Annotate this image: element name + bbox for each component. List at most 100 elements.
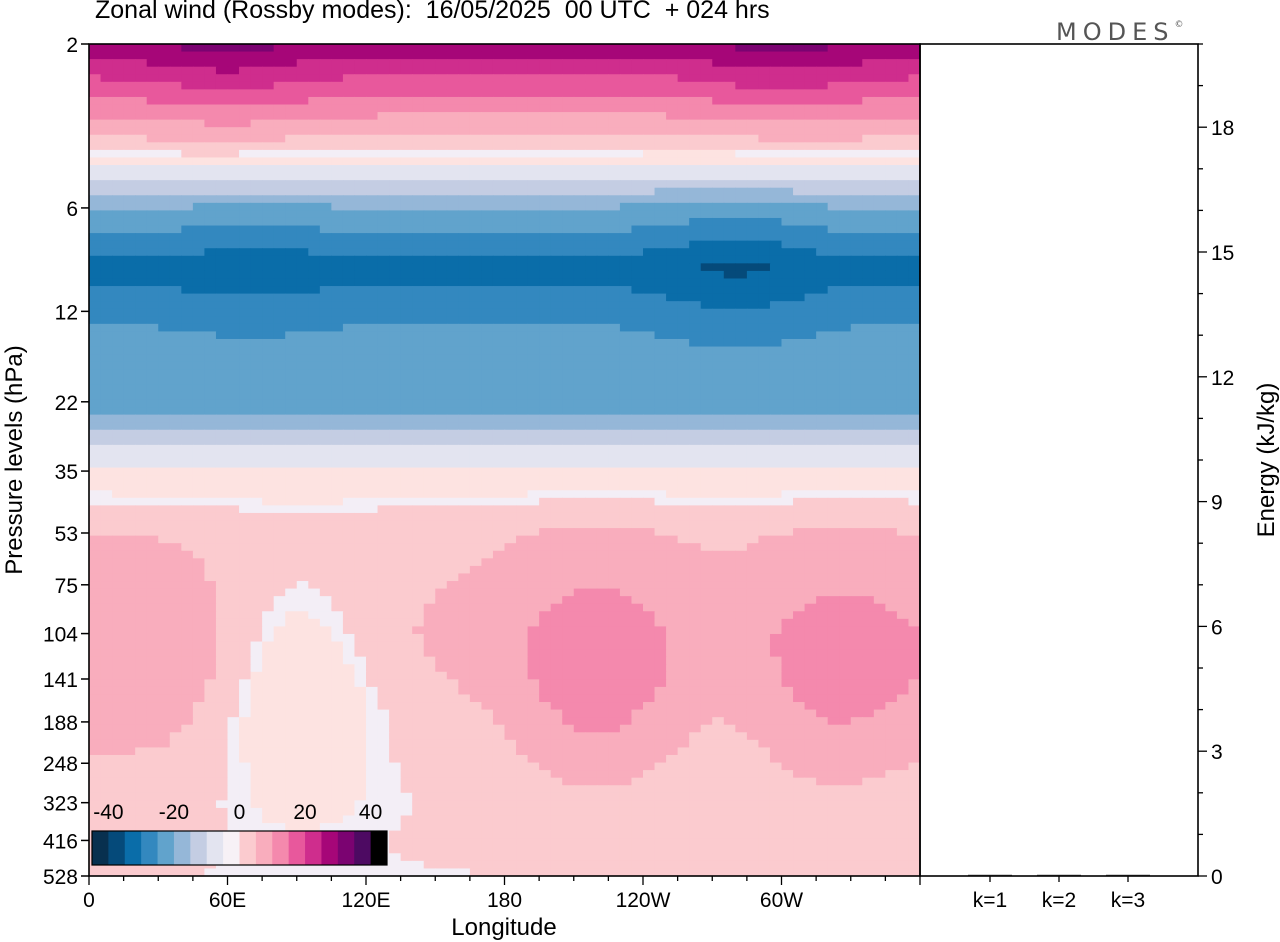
heatmap-cell bbox=[435, 316, 448, 325]
heatmap-cell bbox=[608, 293, 621, 302]
heatmap-cell bbox=[204, 187, 217, 196]
heatmap-cell bbox=[896, 180, 910, 189]
heatmap-cell bbox=[758, 96, 771, 106]
heatmap-cell bbox=[873, 338, 886, 348]
heatmap-cell bbox=[296, 96, 309, 106]
heatmap-cell bbox=[192, 165, 206, 174]
heatmap-cell bbox=[366, 407, 379, 416]
heatmap-cell bbox=[239, 157, 252, 166]
heatmap-cell bbox=[585, 558, 598, 567]
heatmap-cell bbox=[793, 346, 806, 355]
heatmap-cell bbox=[885, 172, 898, 181]
heatmap-cell bbox=[746, 437, 760, 446]
heatmap-cell bbox=[123, 301, 136, 310]
heatmap-cell bbox=[850, 467, 863, 476]
heatmap-cell bbox=[608, 528, 621, 537]
heatmap-cell bbox=[654, 240, 667, 249]
heatmap-cell bbox=[689, 452, 702, 461]
heatmap-cell bbox=[527, 165, 540, 174]
heatmap-cell bbox=[550, 89, 563, 98]
heatmap-cell bbox=[550, 270, 563, 280]
heatmap-cell bbox=[296, 316, 309, 325]
heatmap-cell bbox=[839, 278, 852, 287]
heatmap-cell bbox=[319, 187, 332, 196]
heatmap-cell bbox=[469, 505, 483, 514]
heatmap-cell bbox=[400, 217, 413, 227]
heatmap-cell bbox=[619, 225, 633, 234]
heatmap-cell bbox=[192, 528, 206, 537]
heatmap-cell bbox=[331, 278, 344, 287]
heatmap-cell bbox=[412, 51, 425, 60]
heatmap-cell bbox=[227, 293, 240, 302]
heatmap-cell bbox=[100, 565, 113, 575]
heatmap-cell bbox=[735, 444, 748, 454]
heatmap-cell bbox=[146, 301, 159, 310]
heatmap-cell bbox=[723, 51, 736, 60]
heatmap-cell bbox=[250, 429, 263, 438]
heatmap-cell bbox=[342, 422, 356, 431]
heatmap-cell bbox=[239, 505, 252, 514]
heatmap-cell bbox=[666, 543, 679, 552]
heatmap-cell bbox=[250, 452, 263, 461]
heatmap-cell bbox=[227, 255, 240, 264]
heatmap-cell bbox=[804, 490, 817, 499]
heatmap-cell bbox=[146, 437, 159, 446]
heatmap-cell bbox=[896, 460, 910, 469]
heatmap-cell bbox=[146, 407, 159, 416]
heatmap-cell bbox=[227, 89, 240, 98]
heatmap-cell bbox=[527, 528, 540, 537]
heatmap-cell bbox=[723, 217, 736, 227]
heatmap-cell bbox=[527, 217, 540, 227]
heatmap-cell bbox=[504, 550, 517, 559]
heatmap-cell bbox=[827, 263, 840, 272]
heatmap-cell bbox=[262, 233, 275, 242]
heatmap-cell bbox=[89, 414, 102, 423]
heatmap-cell bbox=[758, 338, 771, 348]
heatmap-cell bbox=[262, 323, 275, 333]
heatmap-cell bbox=[389, 354, 402, 363]
heatmap-cell bbox=[239, 270, 252, 280]
heatmap-cell bbox=[215, 338, 229, 348]
heatmap-cell bbox=[100, 195, 113, 204]
heatmap-cell bbox=[354, 475, 367, 484]
heatmap-cell bbox=[689, 202, 702, 211]
heatmap-cell bbox=[204, 301, 217, 310]
heatmap-cell bbox=[885, 104, 898, 113]
heatmap-cell bbox=[400, 233, 413, 242]
heatmap-cell bbox=[585, 165, 598, 174]
heatmap-cell bbox=[550, 475, 563, 484]
heatmap-cell bbox=[239, 437, 252, 446]
heatmap-cell bbox=[273, 407, 286, 416]
heatmap-cell bbox=[896, 81, 910, 90]
heatmap-cell bbox=[723, 89, 736, 98]
heatmap-cell bbox=[689, 255, 702, 264]
heatmap-cell bbox=[342, 172, 356, 181]
heatmap-cell bbox=[735, 354, 748, 363]
heatmap-cell bbox=[342, 354, 356, 363]
heatmap-cell bbox=[885, 407, 898, 416]
heatmap-cell bbox=[366, 225, 379, 234]
heatmap-cell bbox=[458, 308, 471, 317]
heatmap-cell bbox=[412, 346, 425, 355]
heatmap-cell bbox=[377, 112, 390, 121]
heatmap-cell bbox=[816, 505, 829, 514]
heatmap-cell bbox=[712, 149, 725, 159]
heatmap-cell bbox=[308, 225, 321, 234]
heatmap-cell bbox=[250, 217, 263, 227]
heatmap-cell bbox=[539, 149, 552, 159]
heatmap-cell bbox=[827, 149, 840, 159]
heatmap-cell bbox=[469, 520, 483, 529]
heatmap-cell bbox=[516, 119, 529, 128]
heatmap-cell bbox=[527, 497, 540, 506]
heatmap-cell bbox=[804, 172, 817, 181]
heatmap-cell bbox=[862, 255, 875, 264]
heatmap-cell bbox=[896, 323, 910, 333]
heatmap-cell bbox=[781, 255, 794, 264]
heatmap-cell bbox=[389, 66, 402, 75]
heatmap-cell bbox=[608, 482, 621, 491]
heatmap-cell bbox=[804, 210, 817, 219]
heatmap-cell bbox=[619, 74, 633, 83]
heatmap-cell bbox=[908, 414, 921, 423]
heatmap-cell bbox=[158, 202, 171, 211]
heatmap-cell bbox=[146, 217, 159, 227]
